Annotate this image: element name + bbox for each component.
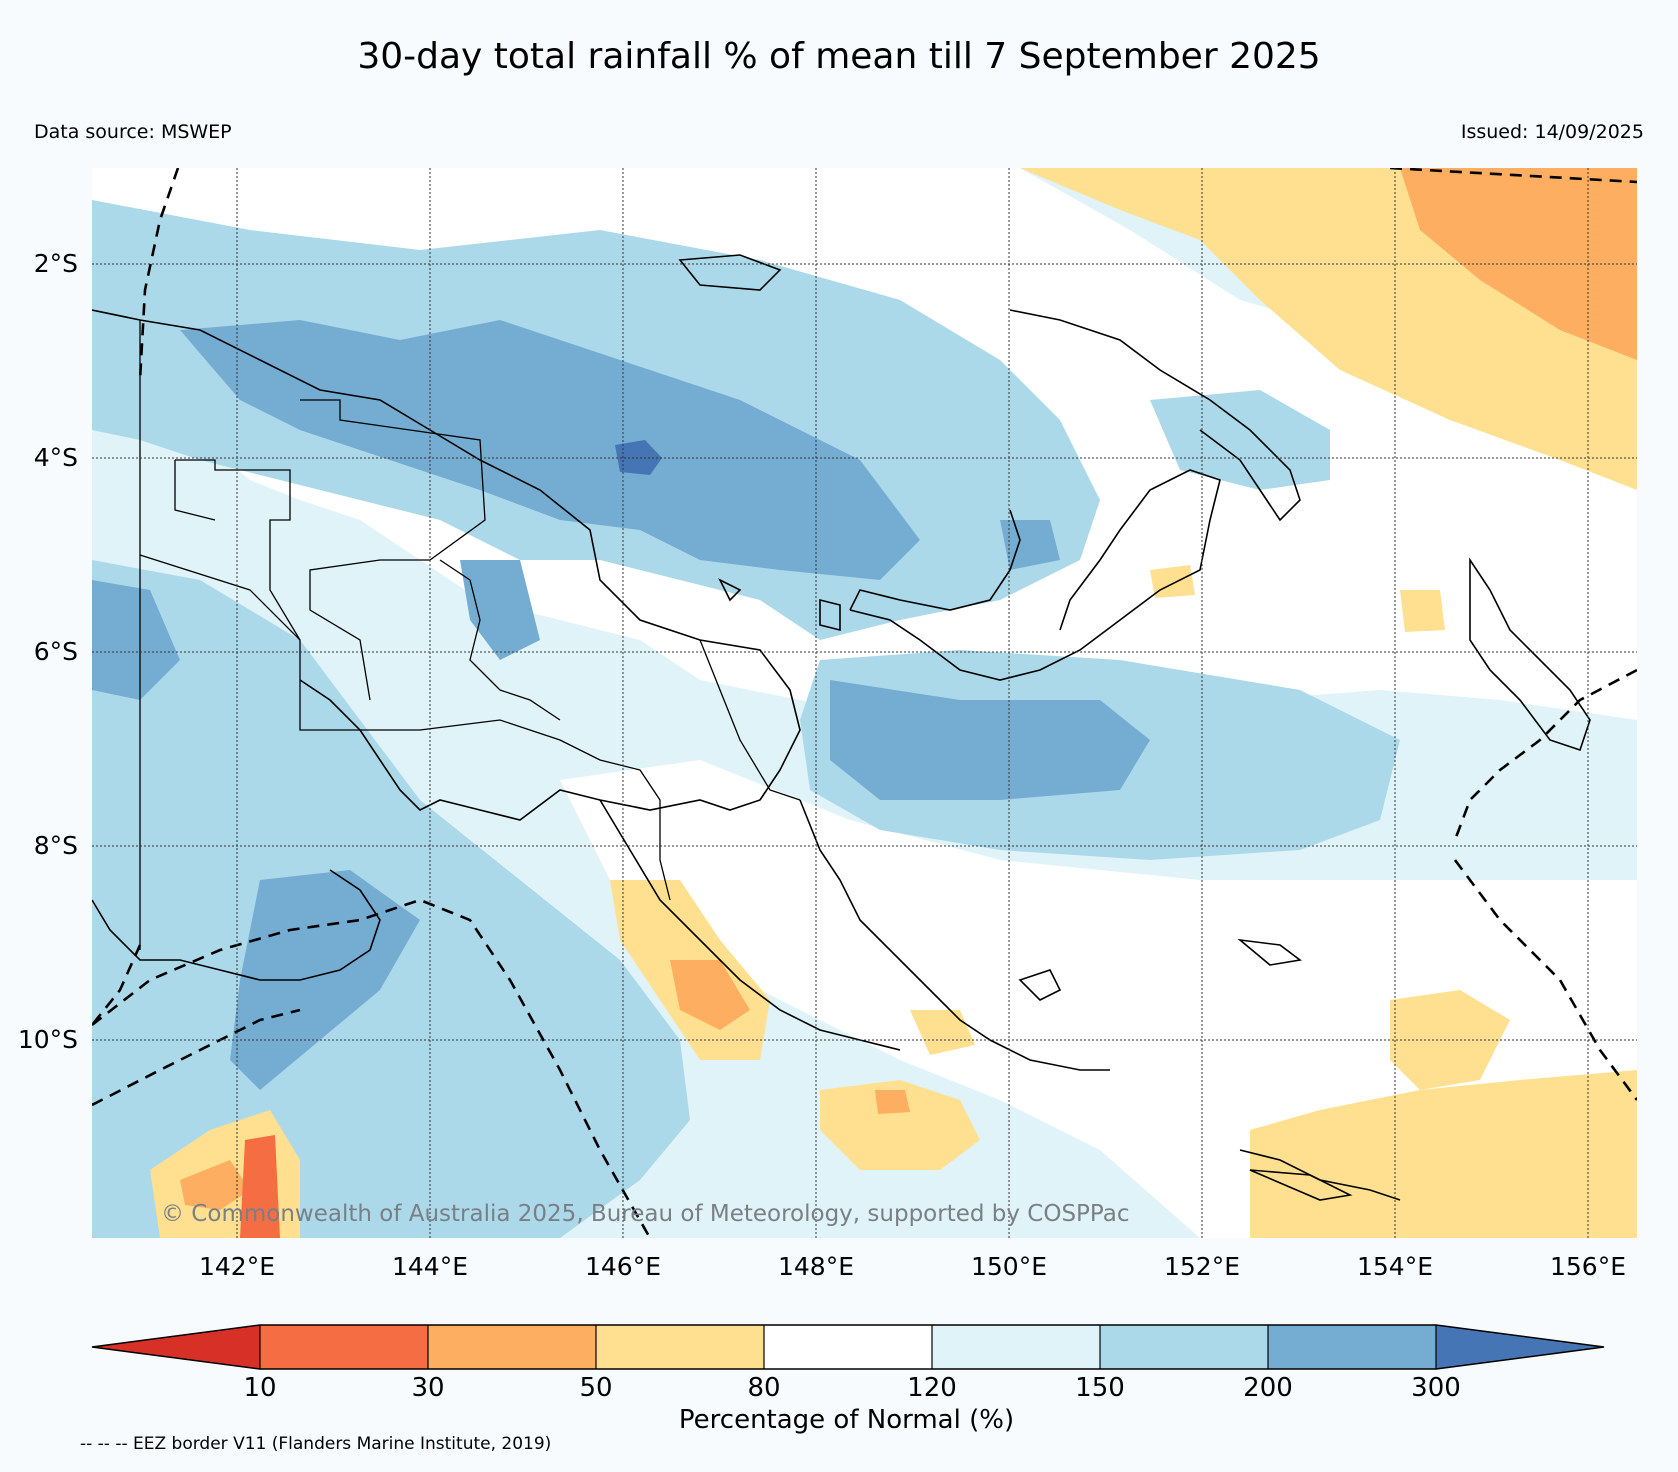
lon-label-142e: 142°E [198, 1252, 275, 1281]
colorbar-tick-120: 120 [907, 1373, 957, 1403]
colorbar-segment-120-150 [932, 1325, 1100, 1369]
colorbar-segment-10-30 [260, 1325, 428, 1369]
lat-label-10s: 10°S [17, 1025, 78, 1054]
lon-label-152e: 152°E [1163, 1252, 1240, 1281]
eez-border [92, 168, 1637, 1238]
colorbar-tick-150: 150 [1075, 1373, 1125, 1403]
lon-label-144e: 144°E [391, 1252, 468, 1281]
colorbar-segment-200-300 [1268, 1325, 1436, 1369]
issued-date: Issued: 14/09/2025 [1460, 121, 1644, 143]
lon-label-156e: 156°E [1549, 1252, 1626, 1281]
colorbar-tick-10: 10 [243, 1373, 277, 1403]
copyright-notice: © Commonwealth of Australia 2025, Bureau… [161, 1201, 1130, 1227]
lon-label-154e: 154°E [1356, 1252, 1433, 1281]
map-title: 30-day total rainfall % of mean till 7 S… [357, 36, 1321, 77]
eez-border-note: -- -- -- EEZ border V11 (Flanders Marine… [80, 1434, 552, 1454]
colorbar-segment-over-300 [1436, 1325, 1604, 1369]
colorbar-tick-50: 50 [579, 1373, 613, 1403]
lat-label-4s: 4°S [33, 443, 78, 472]
colorbar-segment-80-120 [764, 1325, 932, 1369]
lon-label-146e: 146°E [584, 1252, 661, 1281]
colorbar-title: Percentage of Normal (%) [678, 1405, 1015, 1435]
colorbar-tick-80: 80 [747, 1373, 781, 1403]
data-source: Data source: MSWEP [34, 121, 232, 143]
lon-label-148e: 148°E [777, 1252, 854, 1281]
colorbar-segment-50-80 [596, 1325, 764, 1369]
extreme-rainfall-area [615, 440, 662, 475]
lat-label-8s: 8°S [33, 831, 78, 860]
colorbar-segment-150-200 [1100, 1325, 1268, 1369]
colorbar-segment-30-50 [428, 1325, 596, 1369]
lon-label-150e: 150°E [970, 1252, 1047, 1281]
lat-label-2s: 2°S [33, 249, 78, 278]
gridlines [92, 168, 1637, 1238]
colorbar-segment-under-10 [92, 1325, 260, 1369]
colorbar-tick-300: 300 [1411, 1373, 1461, 1403]
colorbar-tick-200: 200 [1243, 1373, 1293, 1403]
very-high-rainfall-area [180, 320, 920, 580]
colorbar [91, 1324, 1605, 1370]
colorbar-tick-30: 30 [411, 1373, 445, 1403]
lat-label-6s: 6°S [33, 637, 78, 666]
